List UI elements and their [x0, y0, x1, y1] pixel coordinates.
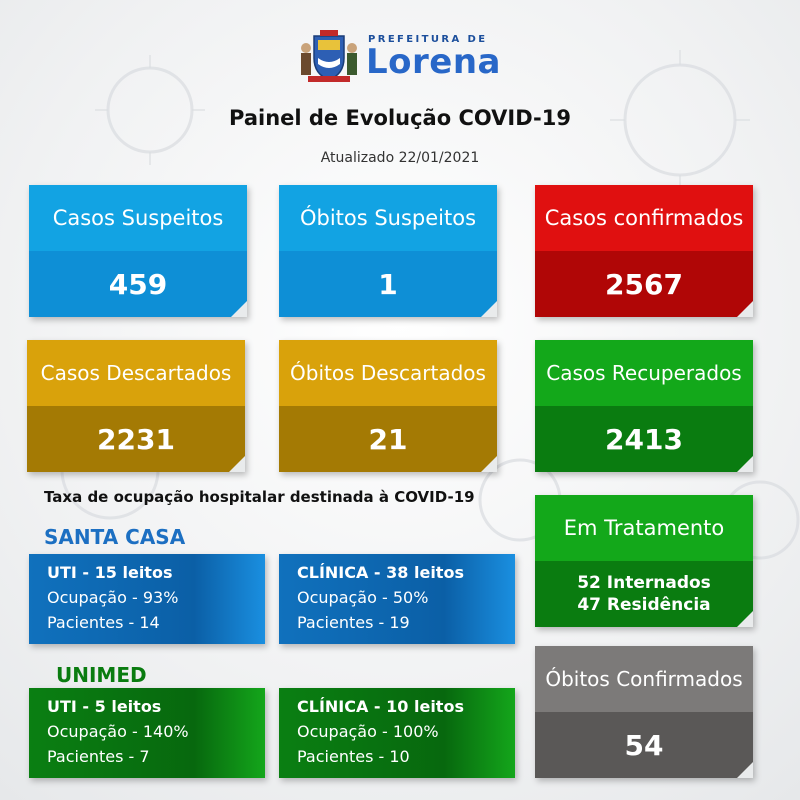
page-fold-corner — [481, 301, 497, 317]
updated-date: Atualizado 22/01/2021 — [320, 150, 480, 166]
card-value: 459 — [29, 251, 247, 317]
card-label: Casos Suspeitos — [29, 185, 247, 251]
residencia-value: 47 Residência — [577, 595, 711, 615]
page-fold-corner — [737, 456, 753, 472]
unimed-uti-card: UTI - 5 leitos Ocupação - 140% Pacientes… — [29, 688, 265, 778]
uti-pacientes: Pacientes - 7 — [47, 747, 150, 766]
card-value: 2231 — [27, 406, 245, 472]
uti-pacientes: Pacientes - 14 — [47, 613, 160, 632]
clinica-pacientes: Pacientes - 10 — [297, 747, 410, 766]
card-value: 2413 — [535, 406, 753, 472]
clinica-pacientes: Pacientes - 19 — [297, 613, 410, 632]
card-obitos-descartados: Óbitos Descartados 21 — [279, 340, 497, 472]
logo-name-text: Lorena — [366, 42, 501, 82]
uti-ocupacao: Ocupação - 93% — [47, 588, 179, 607]
page-fold-corner — [481, 456, 497, 472]
coat-of-arms-icon — [301, 30, 357, 82]
santa-casa-clinica-card: CLÍNICA - 38 leitos Ocupação - 50% Pacie… — [279, 554, 515, 644]
logo-prefix-text: PREFEITURA DE — [368, 34, 488, 45]
card-value-group: 52 Internados 47 Residência — [535, 561, 753, 627]
card-em-tratamento: Em Tratamento 52 Internados 47 Residênci… — [535, 495, 753, 627]
card-label: Óbitos Descartados — [279, 340, 497, 406]
page-fold-corner — [737, 301, 753, 317]
clinica-title: CLÍNICA - 10 leitos — [297, 697, 464, 716]
card-casos-confirmados: Casos confirmados 2567 — [535, 185, 753, 317]
clinica-title: CLÍNICA - 38 leitos — [297, 563, 464, 582]
card-label: Óbitos Confirmados — [535, 646, 753, 712]
card-casos-descartados: Casos Descartados 2231 — [27, 340, 245, 472]
internados-value: 52 Internados — [577, 573, 711, 593]
page-fold-corner — [229, 456, 245, 472]
card-obitos-suspeitos: Óbitos Suspeitos 1 — [279, 185, 497, 317]
prefeitura-logo: PREFEITURA DE Lorena — [298, 28, 508, 84]
page-fold-corner — [737, 762, 753, 778]
occupancy-title: Taxa de ocupação hospitalar destinada à … — [44, 488, 475, 506]
card-label: Casos Descartados — [27, 340, 245, 406]
unimed-clinica-card: CLÍNICA - 10 leitos Ocupação - 100% Paci… — [279, 688, 515, 778]
card-value: 1 — [279, 251, 497, 317]
card-casos-recuperados: Casos Recuperados 2413 — [535, 340, 753, 472]
card-label: Casos Recuperados — [535, 340, 753, 406]
card-label: Casos confirmados — [535, 185, 753, 251]
card-label: Óbitos Suspeitos — [279, 185, 497, 251]
page-fold-corner — [231, 301, 247, 317]
card-value: 21 — [279, 406, 497, 472]
uti-title: UTI - 15 leitos — [47, 563, 173, 582]
clinica-ocupacao: Ocupação - 50% — [297, 588, 429, 607]
page-title: Painel de Evolução COVID-19 — [229, 106, 571, 130]
card-label: Em Tratamento — [535, 495, 753, 561]
uti-title: UTI - 5 leitos — [47, 697, 162, 716]
santa-casa-uti-card: UTI - 15 leitos Ocupação - 93% Pacientes… — [29, 554, 265, 644]
hospital-name-santa-casa: SANTA CASA — [44, 525, 186, 549]
card-obitos-confirmados: Óbitos Confirmados 54 — [535, 646, 753, 778]
uti-ocupacao: Ocupação - 140% — [47, 722, 189, 741]
card-casos-suspeitos: Casos Suspeitos 459 — [29, 185, 247, 317]
card-value: 2567 — [535, 251, 753, 317]
hospital-name-unimed: UNIMED — [56, 663, 147, 687]
page-fold-corner — [737, 611, 753, 627]
clinica-ocupacao: Ocupação - 100% — [297, 722, 439, 741]
card-value: 54 — [535, 712, 753, 778]
